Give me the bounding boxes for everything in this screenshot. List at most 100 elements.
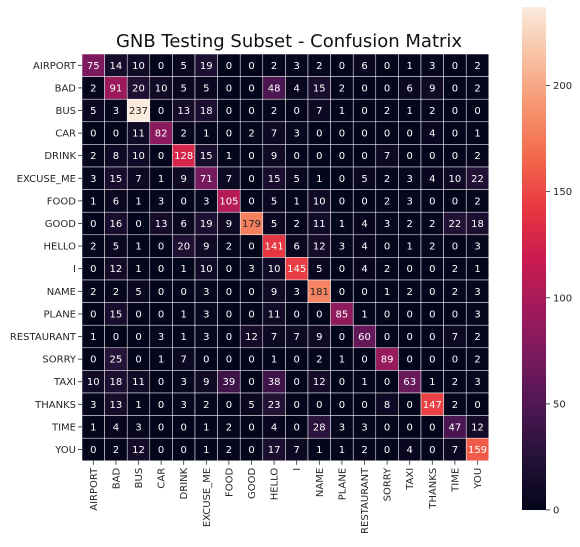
cell-value-label: 3 [407,174,413,185]
cell-value-label: 7 [135,174,141,185]
cell-value-label: 3 [294,129,300,140]
cell-value-label: 14 [110,61,123,72]
cell-value-label: 1 [339,106,345,117]
cell-value-label: 0 [339,400,345,411]
cell-value-label: 3 [474,309,480,320]
x-tick-label: BUS [134,468,145,489]
cell-value-label: 0 [339,287,345,298]
cell-value-label: 0 [429,196,435,207]
cell-value-label: 179 [242,219,261,230]
cell-value-label: 2 [226,422,232,433]
cell-value-label: 0 [113,332,119,343]
cell-value-label: 0 [429,264,435,275]
cell-value-label: 8 [384,400,390,411]
cell-value-label: 0 [158,106,164,117]
cell-value-label: 0 [248,106,254,117]
cell-value-label: 5 [248,400,254,411]
cell-value-label: 2 [90,151,96,162]
cell-value-label: 4 [361,264,367,275]
cell-value-label: 10 [155,83,168,94]
cell-value-label: 0 [226,332,232,343]
cell-value-label: 0 [407,264,413,275]
cell-value-label: 0 [294,355,300,366]
cell-value-label: 0 [452,196,458,207]
cell-value-label: 0 [452,83,458,94]
cell-value-label: 105 [219,196,238,207]
cell-value-label: 2 [203,400,209,411]
cell-value-label: 22 [471,174,484,185]
cell-value-label: 15 [313,83,326,94]
cell-value-label: 5 [90,106,96,117]
cell-value-label: 4 [294,83,300,94]
cell-value-label: 0 [158,61,164,72]
cell-value-label: 2 [474,83,480,94]
cell-value-label: 12 [110,264,123,275]
cell-value-label: 2 [113,445,119,456]
x-tick-label: THANKS [428,468,439,510]
cell-value-label: 0 [226,287,232,298]
cell-value-label: 4 [407,445,413,456]
cell-value-label: 0 [407,400,413,411]
cell-value-label: 1 [384,287,390,298]
colorbar: 0 50 100 150 200 [522,7,572,517]
y-tick-label: YOU [54,445,76,456]
cell-value-label: 3 [339,242,345,253]
cell-value-label: 147 [423,400,442,411]
cell-value-label: 6 [361,61,367,72]
cell-value-label: 11 [313,219,326,230]
cell-value-label: 11 [268,309,281,320]
y-tick-label: TAXI [53,377,76,388]
cell-value-label: 0 [226,106,232,117]
cell-value-label: 1 [407,242,413,253]
y-tick-label: FOOD [47,196,76,207]
cell-value-label: 237 [129,106,148,117]
cell-value-label: 39 [223,377,236,388]
cell-value-label: 2 [361,445,367,456]
cell-value-label: 0 [384,129,390,140]
cell-value-label: 0 [248,242,254,253]
cell-value-label: 0 [181,287,187,298]
cell-value-label: 1 [203,129,209,140]
cell-value-label: 5 [113,242,119,253]
x-tick-label: DRINK [179,467,190,499]
cell-value-label: 4 [361,242,367,253]
cell-value-label: 6 [113,196,119,207]
cell-value-label: 0 [361,196,367,207]
x-tick-label: YOU [473,468,484,490]
cell-value-label: 12 [313,242,326,253]
cell-value-label: 1 [181,309,187,320]
cell-value-label: 0 [294,151,300,162]
cell-value-label: 0 [429,355,435,366]
cell-value-label: 3 [90,400,96,411]
cell-value-label: 0 [384,61,390,72]
cell-value-label: 2 [384,196,390,207]
x-tick-label: BAD [111,468,122,490]
cell-value-label: 2 [384,106,390,117]
cell-value-label: 3 [158,332,164,343]
cell-value-label: 3 [294,287,300,298]
cell-value-label: 9 [316,332,322,343]
cell-value-label: 0 [294,400,300,411]
x-tick-label: EXCUSE_ME [202,468,213,527]
cell-value-label: 0 [248,83,254,94]
colorbar-tick-label: 100 [553,293,572,304]
cell-value-label: 0 [452,242,458,253]
cell-value-label: 63 [403,377,416,388]
cell-value-label: 0 [90,445,96,456]
cell-value-label: 15 [110,174,123,185]
cell-value-label: 0 [407,129,413,140]
cell-value-label: 0 [452,61,458,72]
cell-value-label: 0 [90,219,96,230]
cell-value-label: 2 [407,219,413,230]
cell-value-label: 1 [361,377,367,388]
cell-value-label: 7 [226,174,232,185]
cell-value-label: 75 [87,61,100,72]
cell-value-label: 0 [90,129,96,140]
cell-value-label: 5 [294,174,300,185]
cell-value-label: 9 [271,151,277,162]
cell-value-label: 0 [248,151,254,162]
cell-value-label: 0 [407,355,413,366]
cell-value-label: 141 [265,242,284,253]
cell-value-label: 6 [407,83,413,94]
